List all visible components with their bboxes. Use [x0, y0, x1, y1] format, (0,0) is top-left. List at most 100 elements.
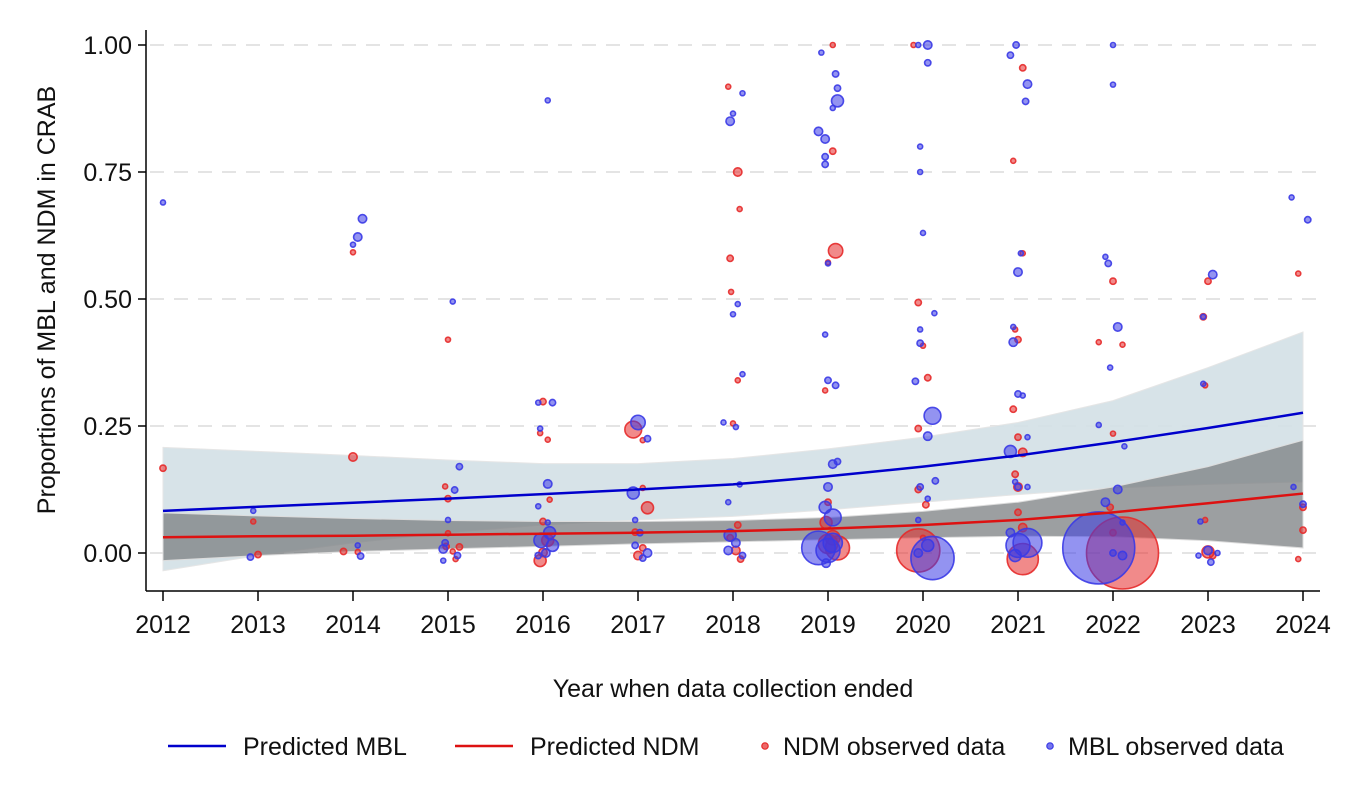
ndm-point — [1109, 430, 1117, 437]
mbl-point — [923, 58, 932, 67]
y-axis-ticks: 0.00 0.25 0.50 0.75 1.00 — [83, 32, 146, 568]
ndm-point — [724, 83, 732, 90]
ndm-point — [159, 464, 167, 473]
mbl-point — [1112, 484, 1123, 495]
mbl-point — [720, 419, 727, 426]
mbl-point — [356, 552, 365, 560]
mbl-point — [1290, 483, 1297, 491]
ndm-point — [734, 376, 742, 384]
ndm-point — [249, 518, 257, 525]
mbl-point — [1104, 259, 1113, 268]
y-tick-label: 0.50 — [83, 286, 132, 314]
x-tick-label: 2018 — [705, 611, 761, 639]
mbl-point — [1008, 548, 1022, 563]
mbl-point — [738, 551, 747, 560]
x-tick-label: 2023 — [1180, 611, 1236, 639]
mbl-point — [1121, 443, 1128, 450]
mbl-point — [453, 551, 462, 560]
mbl-point — [1009, 323, 1017, 331]
mbl-point — [1197, 518, 1204, 525]
mbl-point — [916, 339, 925, 348]
legend-item: Predicted MBL — [168, 733, 407, 761]
mbl-point — [924, 495, 932, 502]
mbl-point — [1012, 267, 1023, 278]
mbl-point — [444, 516, 452, 524]
mbl-point — [739, 89, 746, 97]
mbl-point — [919, 229, 927, 237]
mbl-point — [824, 260, 832, 267]
mbl-point — [438, 543, 449, 554]
mbl-point — [818, 49, 825, 56]
legend-item: NDM observed data — [761, 733, 1005, 761]
x-axis-title: Year when data collection ended — [553, 675, 913, 703]
ndm-point — [1294, 270, 1302, 277]
ndm-point — [1294, 555, 1302, 563]
prediction-lines — [162, 411, 1304, 539]
mbl-point — [1112, 321, 1123, 332]
mbl-point — [725, 116, 736, 127]
ndm-point — [544, 436, 552, 444]
mbl-point — [916, 326, 924, 333]
mbl-point — [1199, 313, 1207, 321]
mbl-point — [540, 547, 551, 558]
mbl-point — [911, 377, 920, 386]
mbl-point — [631, 541, 640, 550]
ndm-point — [828, 147, 837, 156]
mbl-point — [1207, 269, 1218, 280]
ndm-point — [923, 373, 932, 382]
x-tick-label: 2024 — [1275, 611, 1331, 639]
mbl-point — [1109, 81, 1117, 88]
y-tick-label: 0.75 — [83, 159, 132, 187]
mbl-point — [1061, 511, 1136, 585]
mbl-point — [536, 425, 544, 432]
legend-label: Predicted MBL — [243, 733, 407, 761]
mbl-point — [354, 542, 362, 549]
ndm-point — [1014, 433, 1022, 442]
ndm-point — [727, 288, 735, 296]
x-tick-label: 2014 — [325, 611, 381, 639]
mbl-point — [729, 310, 737, 318]
mbl-point — [1019, 392, 1027, 399]
x-tick-label: 2012 — [135, 611, 191, 639]
mbl-point — [544, 97, 552, 104]
legend-label: NDM observed data — [783, 733, 1005, 761]
x-tick-label: 2016 — [515, 611, 571, 639]
ndm-point — [339, 547, 348, 556]
ndm-point — [829, 41, 837, 49]
mbl-point — [916, 143, 924, 150]
ndm-point — [1011, 470, 1020, 479]
mbl-point — [729, 110, 737, 117]
mbl-point — [824, 376, 832, 385]
mbl-point — [931, 476, 940, 485]
y-tick-label: 1.00 — [83, 32, 132, 60]
ndm-point — [546, 496, 553, 503]
mbl-point — [542, 478, 553, 489]
mbl-point — [1022, 79, 1033, 90]
legend-label: Predicted NDM — [530, 733, 700, 761]
mbl-point — [734, 300, 742, 308]
mbl-point — [931, 309, 938, 317]
ndm-point — [1009, 405, 1018, 414]
mbl-point — [821, 152, 830, 161]
mbl-point — [629, 414, 646, 431]
y-axis-title: Proportions of MBL and NDM in CRAB — [33, 86, 61, 514]
ndm-point — [726, 254, 735, 263]
mbl-point — [1095, 421, 1103, 429]
ndm-point — [921, 500, 930, 509]
ndm-point — [732, 167, 743, 178]
ndm-point — [449, 548, 457, 555]
mbl-point — [1006, 51, 1015, 60]
mbl-point — [914, 41, 922, 49]
ndm-point — [254, 550, 262, 559]
ndm-point — [441, 483, 449, 490]
mbl-point — [1012, 527, 1043, 559]
ndm-point — [736, 205, 743, 213]
mbl-point — [1199, 380, 1207, 388]
mbl-point — [1203, 545, 1214, 556]
mbl-predicted-line — [162, 411, 1304, 513]
scatter-points — [159, 39, 1312, 590]
legend-label: MBL observed data — [1068, 733, 1284, 761]
ndm-point — [1299, 526, 1307, 535]
mbl-point — [1100, 497, 1111, 508]
ndm-point — [1119, 341, 1126, 349]
